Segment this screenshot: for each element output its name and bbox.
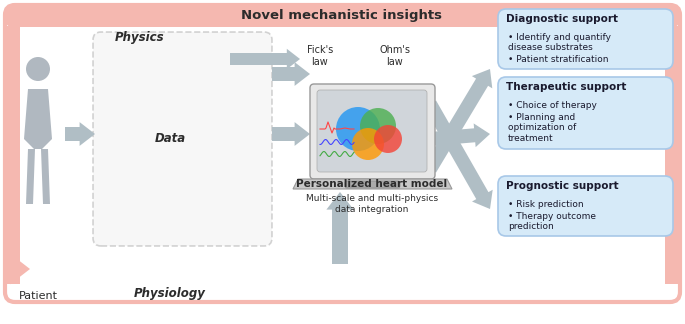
Text: Therapeutic support: Therapeutic support — [506, 82, 626, 92]
Text: Data: Data — [154, 133, 186, 145]
Circle shape — [374, 125, 402, 153]
Polygon shape — [41, 149, 50, 204]
Polygon shape — [424, 69, 493, 173]
FancyBboxPatch shape — [317, 90, 427, 172]
Text: Diagnostic support: Diagnostic support — [506, 14, 618, 24]
Text: Prognostic support: Prognostic support — [506, 181, 619, 191]
Polygon shape — [230, 49, 300, 69]
Text: Ohm's
law: Ohm's law — [379, 45, 410, 67]
Text: • Planning and
optimization of
treatment: • Planning and optimization of treatment — [508, 113, 576, 143]
Circle shape — [336, 107, 380, 151]
Polygon shape — [272, 122, 310, 146]
FancyBboxPatch shape — [5, 5, 680, 27]
Text: Patient: Patient — [18, 291, 58, 301]
FancyBboxPatch shape — [310, 84, 435, 179]
Polygon shape — [65, 122, 95, 146]
Circle shape — [26, 57, 50, 81]
Polygon shape — [656, 109, 680, 139]
Text: • Risk prediction: • Risk prediction — [508, 200, 584, 209]
Text: • Therapy outcome
prediction: • Therapy outcome prediction — [508, 212, 596, 231]
FancyBboxPatch shape — [498, 9, 673, 69]
Polygon shape — [293, 179, 452, 189]
Polygon shape — [24, 89, 52, 149]
Text: Physiology: Physiology — [134, 287, 206, 300]
Bar — [665, 26, 680, 284]
Circle shape — [360, 108, 396, 144]
Polygon shape — [5, 254, 30, 284]
Text: Personalized heart model: Personalized heart model — [297, 179, 447, 189]
Text: Multi-scale and multi-physics
data integration: Multi-scale and multi-physics data integ… — [306, 194, 438, 214]
Polygon shape — [424, 100, 493, 209]
FancyBboxPatch shape — [498, 176, 673, 236]
FancyBboxPatch shape — [345, 181, 400, 188]
Text: • Choice of therapy: • Choice of therapy — [508, 101, 597, 110]
Text: Fick's
law: Fick's law — [307, 45, 333, 67]
Polygon shape — [26, 149, 35, 204]
Text: Novel mechanistic insights: Novel mechanistic insights — [242, 8, 443, 21]
Bar — [5, 26, 20, 284]
Polygon shape — [429, 123, 490, 147]
Text: Physics: Physics — [115, 30, 164, 43]
Polygon shape — [326, 192, 353, 264]
Text: • Patient stratification: • Patient stratification — [508, 55, 608, 64]
Polygon shape — [272, 62, 310, 86]
Text: • Identify and quantify
disease substrates: • Identify and quantify disease substrat… — [508, 33, 611, 52]
FancyBboxPatch shape — [93, 32, 272, 246]
Circle shape — [352, 128, 384, 160]
FancyBboxPatch shape — [498, 77, 673, 149]
